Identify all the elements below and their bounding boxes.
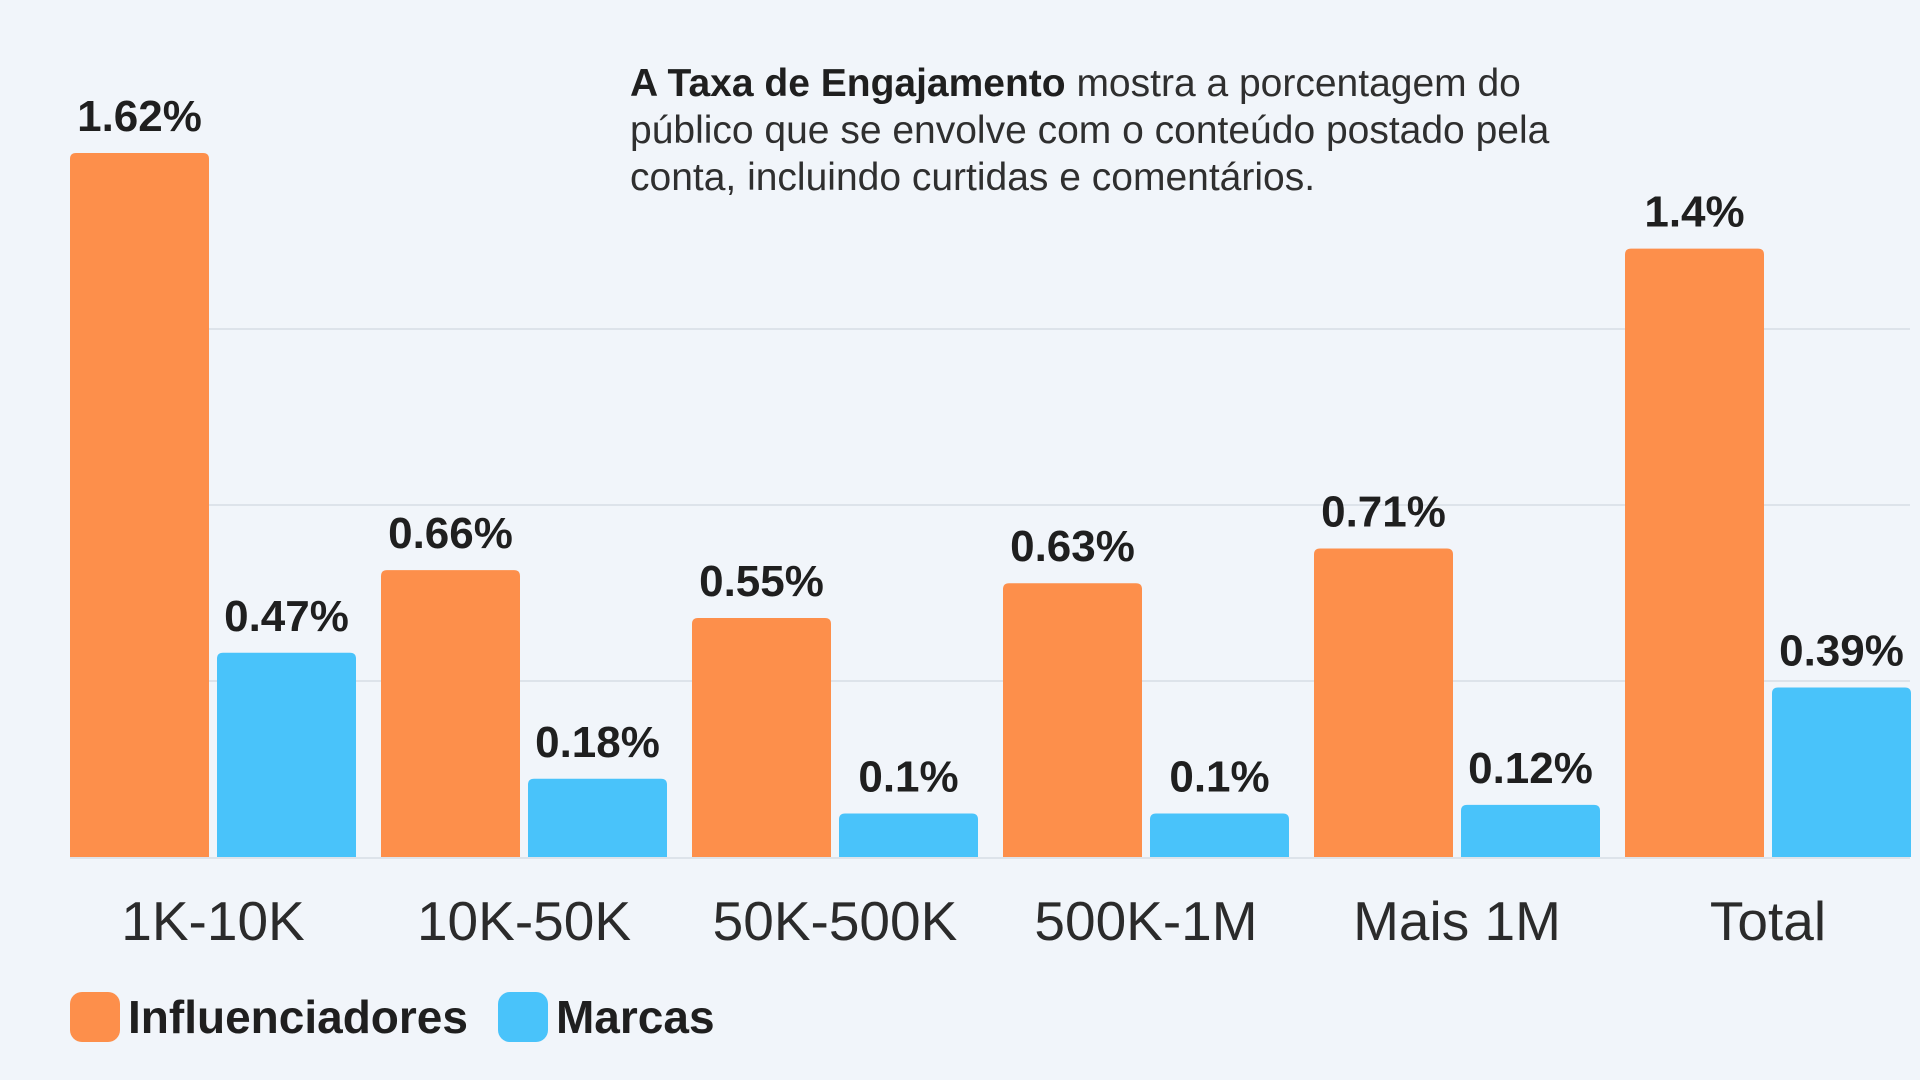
data-label-marcas-1: 0.18%: [535, 718, 660, 767]
bar-influenciadores-3: [1003, 583, 1142, 857]
bar-influenciadores-4: [1314, 548, 1453, 857]
legend-label-influenciadores: Influenciadores: [128, 991, 468, 1043]
data-label-marcas-3: 0.1%: [1169, 753, 1269, 802]
bar-influenciadores-2: [692, 617, 831, 857]
bar-influenciadores-0: [70, 153, 209, 857]
data-label-marcas-5: 0.39%: [1779, 627, 1904, 676]
bar-marcas-3: [1150, 813, 1289, 857]
category-label-1: 10K-50K: [417, 890, 631, 952]
description-text: mostra a porcentagem do público que se e…: [630, 62, 1550, 199]
legend-item-influenciadores: Influenciadores: [70, 990, 468, 1044]
legend-label-marcas: Marcas: [555, 991, 715, 1043]
legend-swatch-influenciadores: [70, 992, 120, 1042]
category-label-2: 50K-500K: [713, 890, 958, 952]
data-label-influenciadores-4: 0.71%: [1321, 487, 1446, 536]
data-label-influenciadores-2: 0.55%: [699, 557, 824, 606]
description-bold: A Taxa de Engajamento: [630, 62, 1066, 105]
legend-item-marcas: Marcas: [497, 990, 715, 1044]
bar-marcas-2: [839, 813, 978, 857]
data-label-influenciadores-1: 0.66%: [388, 509, 513, 558]
data-label-marcas-0: 0.47%: [224, 592, 349, 641]
legend-swatch-marcas: [497, 992, 548, 1042]
category-label-0: 1K-10K: [121, 890, 305, 952]
legend: Influenciadores Marcas: [70, 990, 715, 1044]
bar-influenciadores-5: [1625, 248, 1764, 858]
data-label-influenciadores-5: 1.4%: [1644, 188, 1744, 237]
chart-description: A Taxa de Engajamento mostra a porcentag…: [630, 60, 1560, 201]
category-label-5: Total: [1710, 890, 1826, 952]
bar-marcas-5: [1772, 687, 1911, 857]
data-label-marcas-4: 0.12%: [1468, 744, 1593, 793]
data-label-influenciadores-0: 1.62%: [77, 92, 202, 141]
data-label-marcas-2: 0.1%: [858, 753, 958, 802]
category-label-4: Mais 1M: [1353, 890, 1561, 952]
bar-marcas-4: [1461, 804, 1600, 857]
bar-marcas-0: [217, 652, 356, 857]
bar-marcas-1: [528, 778, 667, 857]
category-label-3: 500K-1M: [1034, 890, 1257, 952]
bar-influenciadores-1: [381, 570, 520, 857]
data-label-influenciadores-3: 0.63%: [1010, 522, 1135, 571]
